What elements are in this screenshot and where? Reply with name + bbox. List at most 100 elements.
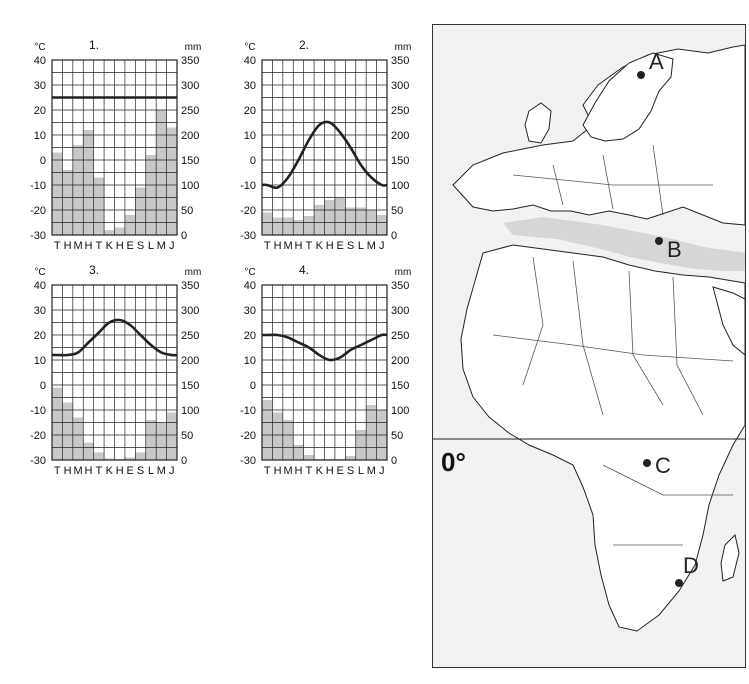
chart-3-precip-bar — [145, 420, 157, 460]
chart-3-precip-tick: 350 — [181, 280, 199, 292]
chart-1-month-label: E — [126, 240, 133, 252]
arabia-landmass — [712, 286, 745, 356]
chart-3-precip-bar — [52, 387, 63, 460]
chart-2-title: 2. — [299, 38, 309, 52]
chart-1-month-label: J — [169, 240, 175, 252]
chart-3-temp-unit: °C — [34, 267, 45, 278]
chart-1-precip-bar — [104, 230, 115, 235]
chart-2-frame — [261, 59, 388, 236]
chart-4-temp-tick: 0 — [250, 380, 256, 392]
chart-3-temp-tick: 10 — [34, 355, 46, 367]
chart-2-precip-bar — [334, 197, 346, 235]
chart-1-precip-bar — [72, 145, 84, 235]
chart-3-precip-bar — [83, 442, 94, 460]
chart-3-month-label: H — [84, 465, 92, 477]
chart-3-precip-tick: 250 — [181, 330, 199, 342]
chart-2-month-label: S — [347, 240, 354, 252]
climate-charts-svg: 403020100-10-20-30350300250200150100500T… — [30, 38, 412, 477]
map-svg: 0° A B C D — [433, 25, 745, 667]
chart-2-precip-tick: 250 — [391, 105, 409, 117]
chart-1-month-label: L — [148, 240, 154, 252]
chart-1-month-label: H — [64, 240, 72, 252]
chart-3-title: 3. — [89, 263, 99, 277]
chart-1-precip-bar — [145, 155, 157, 235]
chart-2-month-label: T — [264, 240, 271, 252]
chart-3-temp-tick: -20 — [30, 430, 46, 442]
chart-2-month-label: H — [326, 240, 334, 252]
chart-2-precip-bar — [314, 205, 325, 235]
chart-2-precip-bar — [293, 220, 304, 235]
chart-3-precip-bar — [124, 457, 136, 460]
chart-3-temp-line — [52, 318, 178, 357]
chart-3-precip-tick: 300 — [181, 305, 199, 317]
chart-1-precip-bar — [62, 170, 73, 235]
chart-3-temp-tick: 40 — [34, 280, 46, 292]
chart-2-temp-tick: -10 — [240, 180, 256, 192]
chart-1-temp-tick: 0 — [40, 155, 46, 167]
map-label-c: C — [655, 453, 671, 478]
chart-2-temp-tick: 30 — [244, 80, 256, 92]
chart-2-temp-tick: 20 — [244, 105, 256, 117]
chart-4-precip-bar — [293, 445, 304, 460]
chart-2-precip-unit: mm — [395, 42, 412, 53]
chart-2-month-label: H — [274, 240, 282, 252]
chart-3-precip-bar — [156, 422, 167, 460]
chart-4-month-label: M — [367, 465, 376, 477]
chart-2-month-label: M — [283, 240, 292, 252]
chart-2-temp-tick: -20 — [240, 205, 256, 217]
africa-landmass — [460, 244, 745, 632]
chart-1-temp-tick: -30 — [30, 230, 46, 242]
chart-2-temp-tick: 40 — [244, 55, 256, 67]
map-panel: 0° A B C D — [432, 24, 746, 668]
chart-1-temp-tick: 40 — [34, 55, 46, 67]
chart-1-month-label: M — [73, 240, 82, 252]
chart-3-frame — [51, 284, 178, 461]
chart-2-temp-tick: -30 — [240, 230, 256, 242]
climate-charts: 40 30 20 10 0 -10 -20 -30 350 300 250 200 150 100 50 0 T… — [30, 38, 412, 477]
chart-2-temp-unit: °C — [244, 42, 255, 53]
chart-1-precip-bar — [135, 187, 146, 235]
chart-2-temp-tick: 0 — [250, 155, 256, 167]
chart-2-month-label: T — [306, 240, 313, 252]
chart-1-temp-tick: -10 — [30, 180, 46, 192]
chart-3-precip-bar — [135, 452, 146, 460]
country-borders — [492, 144, 734, 546]
chart-3-precip-bar — [166, 412, 177, 460]
chart-1-temp-unit: °C — [34, 42, 45, 53]
chart-1-precip-bar — [114, 227, 125, 235]
chart-4-precip-tick: 350 — [391, 280, 409, 292]
chart-1-precip-tick: 250 — [181, 105, 199, 117]
chart-4-month-label: H — [326, 465, 334, 477]
chart-3-month-label: T — [54, 465, 61, 477]
chart-4-precip-tick: 0 — [391, 455, 397, 467]
chart-4-month-label: E — [336, 465, 343, 477]
chart-2-precip-bar — [272, 217, 283, 235]
chart-4-title: 4. — [299, 263, 309, 277]
chart-4-precip-tick: 50 — [391, 430, 403, 442]
chart-1-precip-tick: 0 — [181, 230, 187, 242]
chart-2-precip-bar — [282, 217, 294, 235]
chart-1-precip-bar — [52, 152, 63, 235]
map-point-d — [675, 579, 683, 587]
chart-4-temp-tick: 10 — [244, 355, 256, 367]
chart-1-month-label: T — [54, 240, 61, 252]
chart-1-precip-tick: 200 — [181, 130, 199, 142]
chart-4-temp-tick: -30 — [240, 455, 256, 467]
chart-2-precip-bar — [324, 200, 335, 235]
chart-4-temp-tick: 20 — [244, 330, 256, 342]
chart-4-precip-tick: 200 — [391, 355, 409, 367]
chart-1-precip-tick: 350 — [181, 55, 199, 67]
chart-2-precip-tick: 50 — [391, 205, 403, 217]
chart-2-precip-tick: 200 — [391, 130, 409, 142]
map-point-a — [637, 71, 645, 79]
chart-4-temp-tick: 40 — [244, 280, 256, 292]
chart-1-temp-tick: 10 — [34, 130, 46, 142]
chart-4-month-label: L — [358, 465, 364, 477]
chart-4-month-label: H — [294, 465, 302, 477]
chart-1-month-label: K — [106, 240, 114, 252]
chart-1-title: 1. — [89, 38, 99, 52]
chart-3-temp-tick: -10 — [30, 405, 46, 417]
chart-2-month-label: H — [294, 240, 302, 252]
chart-2-precip-tick: 350 — [391, 55, 409, 67]
equator-label: 0° — [441, 447, 466, 477]
